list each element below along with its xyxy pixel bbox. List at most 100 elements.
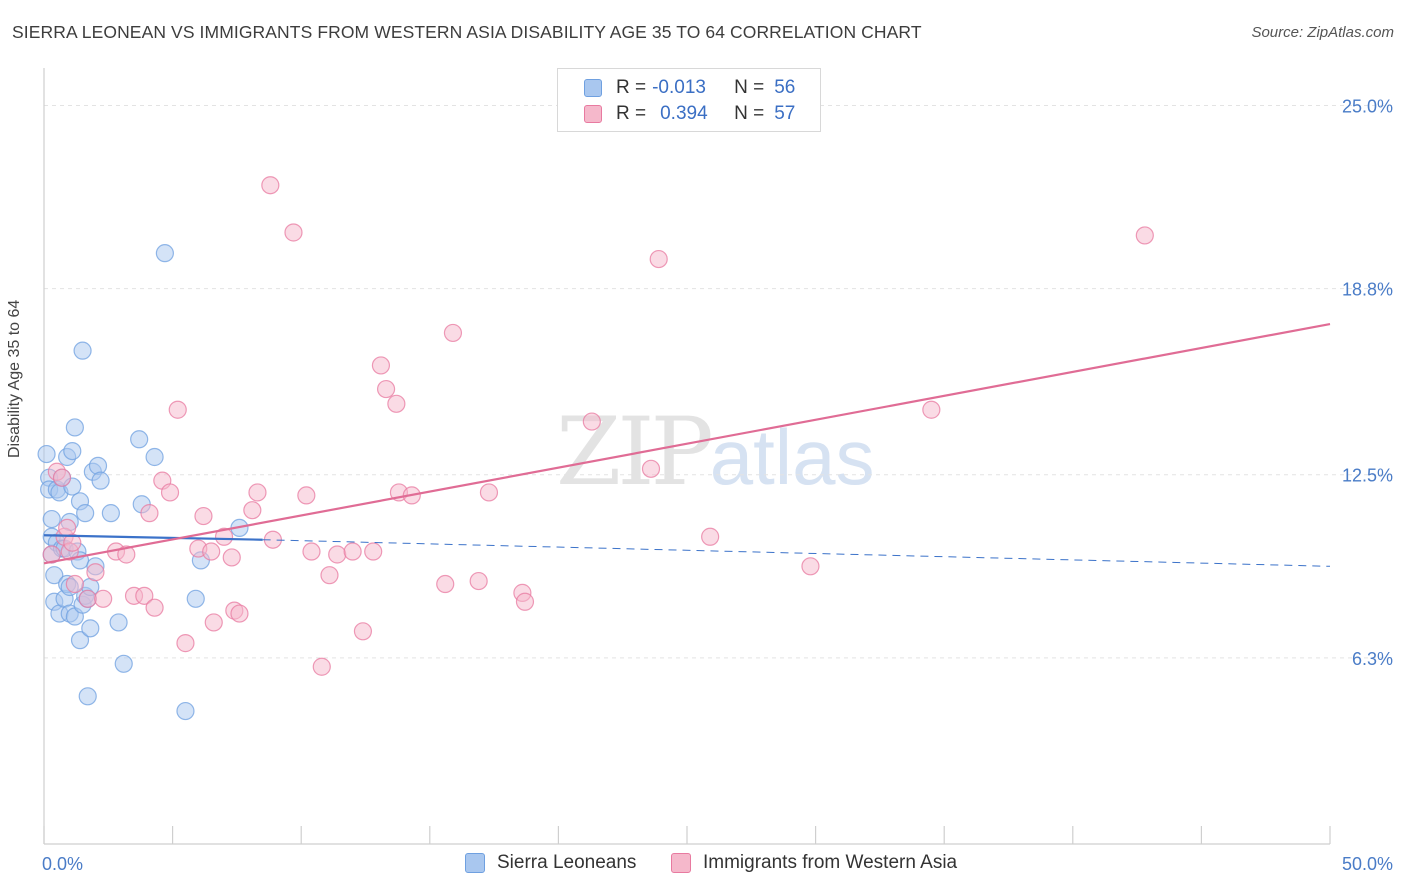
legend-swatch-pink: [671, 853, 691, 873]
data-point-western-asia: [801, 557, 820, 576]
data-point-western-asia: [387, 394, 406, 413]
data-point-sierra-leonean: [42, 509, 61, 529]
n-value: 56: [774, 77, 796, 98]
data-point-western-asia: [248, 483, 267, 502]
y-tick-label: 18.8%: [1342, 280, 1393, 300]
legend-swatch-blue: [584, 79, 602, 97]
data-point-western-asia: [436, 574, 455, 594]
chart-title: SIERRA LEONEAN VS IMMIGRANTS FROM WESTER…: [12, 22, 922, 42]
data-point-western-asia: [86, 563, 105, 582]
data-point-western-asia: [922, 400, 941, 419]
trendline-sierra-leoneans: [43, 534, 263, 541]
data-point-western-asia: [160, 483, 180, 502]
data-point-sierra-leonean: [145, 447, 164, 467]
data-point-western-asia: [353, 622, 373, 641]
data-point-sierra-leonean: [109, 613, 128, 632]
data-point-western-asia: [302, 542, 321, 561]
data-point-western-asia: [176, 634, 195, 653]
legend-label: Sierra Leoneans: [497, 852, 637, 873]
correlation-legend: R = -0.013 N = 56 R = 0.394 N = 57: [557, 68, 821, 132]
data-point-western-asia: [1135, 226, 1154, 245]
data-point-sierra-leonean: [37, 444, 56, 464]
n-label: N =: [734, 77, 765, 98]
data-point-western-asia: [202, 542, 221, 561]
data-point-western-asia: [343, 542, 362, 561]
data-point-sierra-leonean: [176, 701, 195, 721]
legend-swatch-blue: [465, 853, 485, 873]
data-point-western-asia: [145, 598, 164, 617]
data-point-sierra-leonean: [78, 687, 97, 706]
data-point-western-asia: [135, 586, 154, 605]
r-label: R =: [616, 103, 647, 124]
y-tick-label: 25.0%: [1342, 96, 1393, 116]
data-point-western-asia: [641, 459, 661, 478]
data-point-western-asia: [140, 504, 159, 523]
data-point-western-asia: [649, 249, 668, 269]
data-point-western-asia: [701, 527, 720, 546]
data-point-sierra-leonean: [76, 504, 95, 523]
data-point-sierra-leonean: [91, 471, 110, 490]
data-point-sierra-leonean: [101, 504, 120, 523]
legend-item-western-asia[interactable]: Immigrants from Western Asia: [671, 852, 957, 874]
data-point-western-asia: [222, 548, 241, 567]
data-point-western-asia: [204, 613, 223, 632]
y-tick-label: 12.5%: [1342, 466, 1393, 486]
data-point-sierra-leonean: [88, 456, 108, 475]
legend-label: Immigrants from Western Asia: [703, 852, 958, 873]
data-point-western-asia: [515, 592, 535, 611]
data-point-western-asia: [94, 589, 113, 608]
data-point-western-asia: [443, 323, 463, 343]
data-point-western-asia: [261, 176, 280, 195]
legend-item-sierra-leoneans[interactable]: Sierra Leoneans: [465, 852, 636, 874]
legend-row-sierra-leoneans: R = -0.013 N = 56: [584, 76, 795, 100]
legend-swatch-pink: [584, 105, 602, 123]
data-point-western-asia: [65, 574, 84, 594]
data-point-western-asia: [284, 223, 303, 242]
series-legend: Sierra Leoneans Immigrants from Western …: [0, 852, 1406, 876]
data-point-western-asia: [168, 400, 187, 419]
data-point-western-asia: [194, 506, 213, 526]
n-value: 57: [774, 103, 796, 124]
legend-row-western-asia: R = 0.394 N = 57: [584, 102, 795, 126]
data-point-sierra-leonean: [73, 341, 92, 360]
data-point-sierra-leonean: [45, 566, 64, 585]
data-point-sierra-leonean: [65, 418, 84, 437]
x-tick-label: 50.0%: [1342, 854, 1393, 874]
data-point-western-asia: [312, 657, 331, 676]
data-point-western-asia: [117, 545, 136, 564]
trendline-sierra-leoneans: [262, 539, 1331, 567]
data-point-western-asia: [52, 468, 72, 487]
data-point-sierra-leonean: [130, 430, 149, 449]
data-point-western-asia: [230, 604, 249, 623]
data-point-sierra-leonean: [63, 441, 82, 461]
data-point-western-asia: [63, 533, 82, 552]
data-point-western-asia: [214, 527, 234, 546]
x-tick-label: 0.0%: [42, 854, 83, 874]
data-point-western-asia: [376, 379, 396, 399]
data-point-sierra-leonean: [114, 654, 133, 673]
data-point-western-asia: [371, 356, 391, 375]
r-value: 0.394: [660, 103, 708, 124]
data-point-sierra-leonean: [155, 244, 174, 263]
trendline-western-asia: [43, 322, 1331, 565]
data-point-western-asia: [328, 545, 347, 564]
data-point-sierra-leonean: [81, 619, 100, 638]
data-point-western-asia: [78, 589, 97, 608]
data-point-western-asia: [320, 566, 339, 585]
data-point-western-asia: [297, 486, 316, 505]
y-tick-label: 6.3%: [1352, 649, 1393, 669]
y-axis-label: Disability Age 35 to 64: [6, 299, 23, 458]
data-point-sierra-leonean: [186, 589, 205, 608]
data-point-sierra-leonean: [70, 631, 90, 650]
source-label: Source: ZipAtlas.com: [1251, 24, 1394, 41]
data-point-western-asia: [469, 571, 488, 591]
data-point-western-asia: [479, 483, 499, 502]
r-value: -0.013: [652, 77, 706, 98]
n-label: N =: [734, 103, 765, 124]
watermark-atlas: atlas: [709, 413, 875, 501]
data-point-western-asia: [582, 412, 601, 431]
data-point-western-asia: [243, 501, 262, 520]
r-label: R =: [616, 77, 647, 98]
watermark: ZIPatlas: [556, 398, 874, 507]
